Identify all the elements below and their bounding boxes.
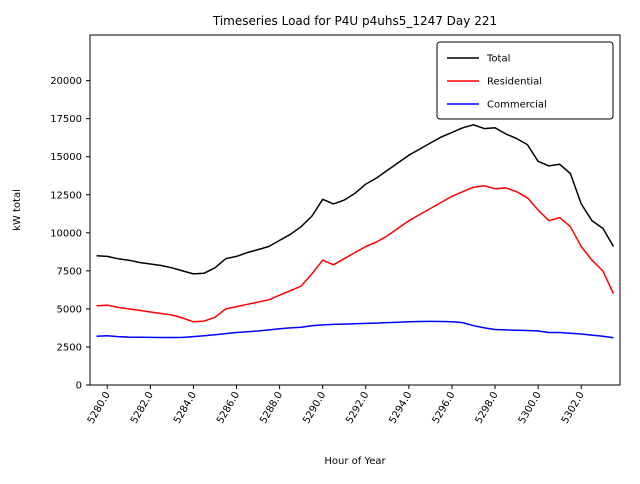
x-tick-label: 5282.0 bbox=[129, 390, 156, 426]
series-line-total bbox=[96, 124, 615, 275]
x-tick-label: 5290.0 bbox=[301, 390, 328, 426]
series-line-commercial bbox=[96, 320, 614, 339]
y-tick-label: 20000 bbox=[50, 76, 82, 87]
x-tick-label: 5298.0 bbox=[474, 390, 501, 426]
x-tick-label: 5292.0 bbox=[344, 390, 371, 426]
y-axis-ticks: 0 2500 5000 7500 10000 12500 15000 17500 20000 bbox=[50, 76, 90, 392]
legend-label-commercial: Commercial bbox=[487, 100, 547, 111]
legend: Total Residential Commercial bbox=[436, 41, 614, 120]
x-tick-label: 5288.0 bbox=[258, 390, 285, 426]
plot-area bbox=[89, 34, 621, 386]
series-lines bbox=[96, 124, 615, 339]
x-tick-label: 5302.0 bbox=[560, 390, 587, 426]
x-tick-label: 5296.0 bbox=[431, 390, 458, 426]
y-tick-label: 17500 bbox=[50, 114, 82, 125]
y-tick-label: 2500 bbox=[57, 342, 82, 353]
y-tick-label: 5000 bbox=[57, 304, 82, 315]
y-tick-label: 0 bbox=[76, 381, 82, 392]
x-axis-ticks: 5280.0 5282.0 5284.0 5286.0 5288.0 5290.0 5292… bbox=[86, 385, 587, 426]
chart-title: Timeseries Load for P4U p4uhs5_1247 Day … bbox=[212, 14, 497, 28]
x-tick-label: 5286.0 bbox=[215, 390, 242, 426]
x-tick-label: 5294.0 bbox=[387, 390, 414, 426]
x-tick-label: 5280.0 bbox=[86, 390, 113, 426]
legend-label-total: Total bbox=[486, 54, 510, 65]
y-tick-label: 10000 bbox=[50, 228, 82, 239]
y-tick-label: 15000 bbox=[50, 152, 82, 163]
x-tick-label: 5300.0 bbox=[517, 390, 544, 426]
x-tick-label: 5284.0 bbox=[172, 390, 199, 426]
y-tick-label: 12500 bbox=[50, 190, 82, 201]
legend-box bbox=[436, 41, 614, 120]
y-tick-label: 7500 bbox=[57, 266, 82, 277]
x-axis-label: Hour of Year bbox=[324, 456, 386, 467]
legend-label-residential: Residential bbox=[487, 77, 542, 88]
y-axis-label: kW total bbox=[12, 189, 23, 231]
series-line-residential bbox=[96, 184, 615, 323]
